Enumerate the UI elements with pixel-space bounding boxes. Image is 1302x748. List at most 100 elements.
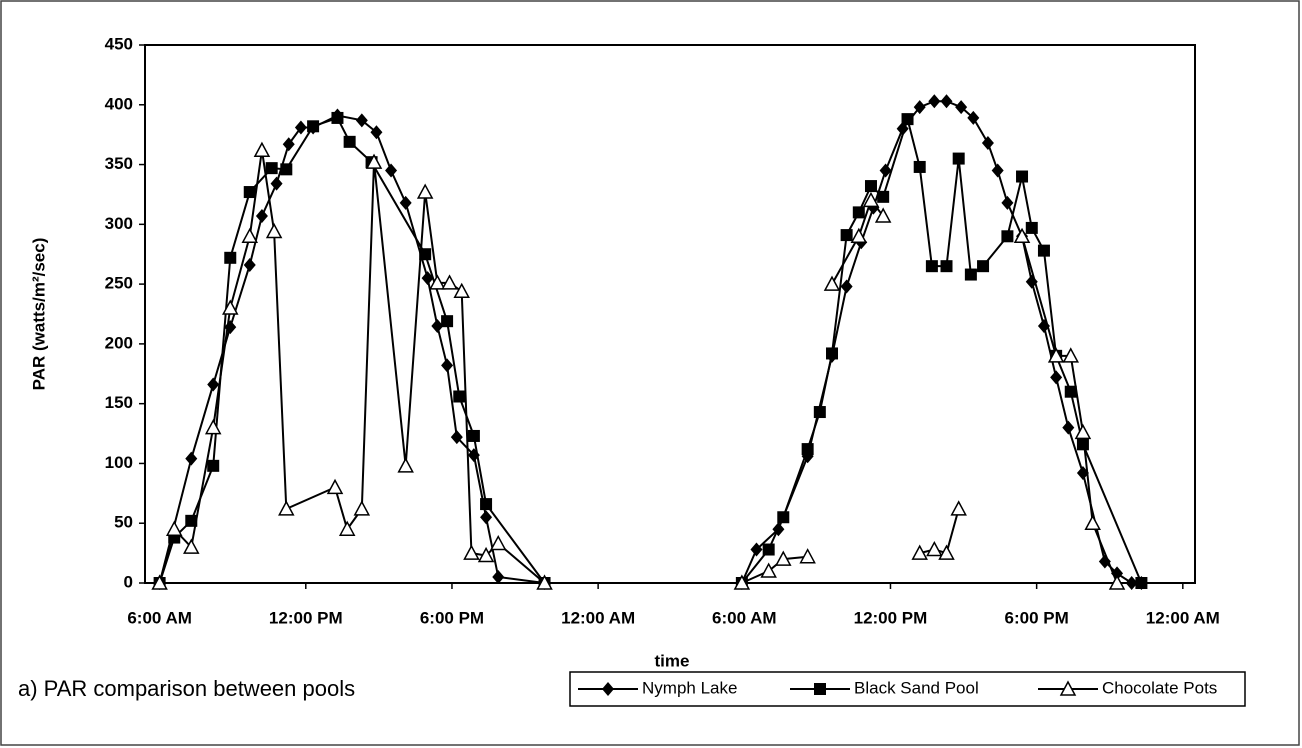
point	[151, 574, 168, 590]
point	[294, 120, 307, 135]
point	[977, 260, 990, 273]
point	[307, 120, 320, 133]
point	[370, 125, 383, 140]
y-axis-label: PAR (watts/m²/sec)	[29, 238, 48, 391]
point	[840, 229, 853, 242]
point	[441, 315, 454, 328]
x-tick-label: 12:00 PM	[269, 608, 343, 627]
point	[353, 500, 371, 516]
point	[429, 274, 446, 290]
point	[862, 191, 880, 208]
caption: a) PAR comparison between pools	[18, 676, 355, 701]
x-tick-label: 12:00 AM	[1146, 608, 1220, 627]
point	[981, 136, 994, 151]
legend-marker	[1059, 680, 1077, 696]
point	[913, 160, 926, 173]
point	[280, 163, 293, 176]
point	[265, 222, 283, 239]
point	[1062, 420, 1075, 435]
point	[733, 574, 751, 590]
point	[1062, 347, 1080, 363]
legend-marker	[814, 683, 826, 695]
point	[760, 562, 777, 578]
point	[453, 282, 470, 299]
point	[492, 570, 505, 585]
point	[1001, 195, 1014, 210]
x-tick-label: 6:00 PM	[1005, 608, 1069, 627]
point	[1074, 423, 1092, 440]
point	[441, 358, 454, 373]
point	[397, 457, 414, 473]
point	[185, 451, 198, 466]
point	[207, 377, 220, 392]
point	[879, 163, 892, 178]
point	[991, 163, 1004, 178]
point	[421, 271, 434, 286]
point	[940, 94, 953, 109]
point	[278, 500, 295, 516]
point	[1047, 347, 1065, 363]
point	[964, 268, 977, 281]
point	[926, 540, 943, 557]
point	[938, 544, 955, 560]
point	[928, 94, 941, 109]
x-axis-label: time	[655, 651, 690, 670]
y-tick-label: 150	[105, 393, 133, 412]
point	[913, 100, 926, 115]
point	[952, 152, 965, 165]
point	[1125, 576, 1138, 590]
y-tick-label: 50	[114, 513, 133, 532]
point	[450, 430, 463, 445]
point	[911, 544, 928, 560]
point	[453, 390, 466, 403]
point	[489, 534, 507, 551]
point	[1076, 438, 1089, 451]
point	[1108, 574, 1126, 590]
point	[777, 511, 790, 524]
y-tick-label: 350	[105, 154, 133, 173]
x-tick-label: 12:00 AM	[561, 608, 635, 627]
point	[877, 190, 890, 203]
point	[1013, 227, 1031, 244]
point	[1064, 385, 1077, 398]
point	[282, 137, 295, 152]
legend-label: Black Sand Pool	[854, 678, 979, 697]
y-tick-label: 400	[105, 94, 133, 113]
point	[1025, 221, 1038, 234]
y-tick-label: 250	[105, 274, 133, 293]
point	[477, 546, 495, 563]
point	[165, 520, 183, 536]
point	[1084, 514, 1101, 530]
point	[419, 248, 432, 261]
point	[1135, 577, 1148, 589]
point	[185, 514, 198, 527]
point	[950, 500, 967, 516]
point	[331, 111, 344, 124]
point	[901, 113, 914, 126]
point	[222, 299, 239, 315]
point	[243, 186, 256, 199]
y-tick-label: 450	[105, 34, 133, 53]
point	[431, 318, 444, 333]
point	[480, 498, 493, 511]
point	[343, 135, 356, 148]
plot-area	[144, 44, 1196, 584]
point	[399, 195, 412, 210]
point	[243, 257, 256, 272]
point	[463, 544, 480, 560]
point	[365, 153, 383, 169]
point	[183, 538, 200, 554]
point	[823, 275, 841, 291]
y-tick-label: 300	[105, 214, 133, 233]
point	[750, 542, 763, 557]
point	[255, 208, 268, 223]
point	[224, 251, 237, 264]
point	[940, 260, 953, 273]
y-tick-label: 100	[105, 453, 133, 472]
point	[801, 443, 814, 456]
point	[813, 406, 826, 419]
point	[385, 163, 398, 178]
point	[1001, 230, 1014, 243]
point	[1037, 244, 1050, 257]
